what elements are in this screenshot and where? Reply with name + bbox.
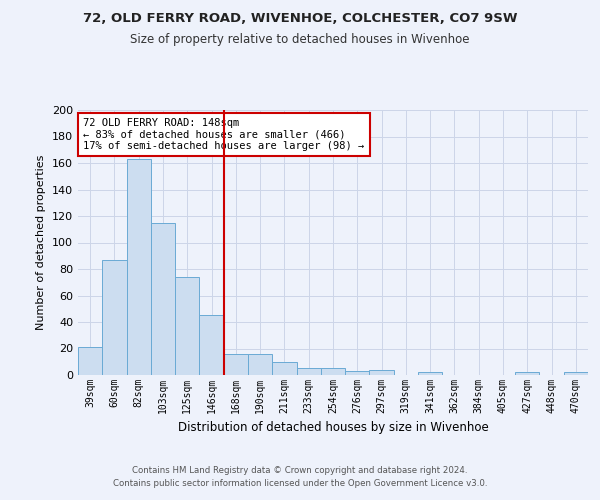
- Bar: [345, 371, 370, 375]
- X-axis label: Distribution of detached houses by size in Wivenhoe: Distribution of detached houses by size …: [178, 422, 488, 434]
- Bar: [321, 368, 345, 375]
- Bar: [175, 277, 199, 375]
- Text: Size of property relative to detached houses in Wivenhoe: Size of property relative to detached ho…: [130, 32, 470, 46]
- Bar: [564, 372, 588, 375]
- Bar: [515, 372, 539, 375]
- Bar: [224, 354, 248, 375]
- Text: Contains HM Land Registry data © Crown copyright and database right 2024.
Contai: Contains HM Land Registry data © Crown c…: [113, 466, 487, 487]
- Bar: [248, 354, 272, 375]
- Bar: [296, 368, 321, 375]
- Y-axis label: Number of detached properties: Number of detached properties: [37, 155, 46, 330]
- Bar: [78, 347, 102, 375]
- Bar: [127, 159, 151, 375]
- Bar: [272, 362, 296, 375]
- Bar: [418, 372, 442, 375]
- Bar: [151, 222, 175, 375]
- Bar: [370, 370, 394, 375]
- Bar: [102, 260, 127, 375]
- Text: 72, OLD FERRY ROAD, WIVENHOE, COLCHESTER, CO7 9SW: 72, OLD FERRY ROAD, WIVENHOE, COLCHESTER…: [83, 12, 517, 26]
- Bar: [199, 316, 224, 375]
- Text: 72 OLD FERRY ROAD: 148sqm
← 83% of detached houses are smaller (466)
17% of semi: 72 OLD FERRY ROAD: 148sqm ← 83% of detac…: [83, 118, 364, 151]
